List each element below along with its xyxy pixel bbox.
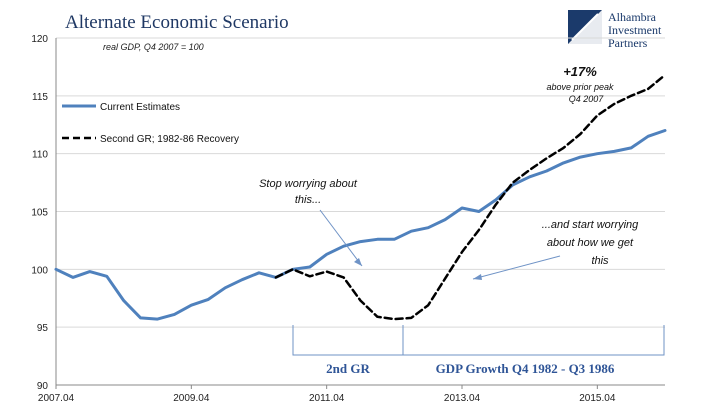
y-tick-label: 100 bbox=[31, 265, 48, 276]
logo-text-line1: Alhambra bbox=[608, 10, 657, 24]
y-tick-label: 110 bbox=[32, 150, 48, 161]
annotations: +17% above prior peak Q4 2007 Stop worry… bbox=[259, 64, 665, 376]
y-tick-label: 90 bbox=[37, 381, 49, 392]
legend: Current Estimates Second GR; 1982-86 Rec… bbox=[62, 102, 239, 145]
annotation-peak-line1: above prior peak bbox=[546, 82, 614, 92]
x-tick-label: 2015.04 bbox=[579, 393, 616, 404]
annotation-stop-line1: Stop worrying about bbox=[259, 178, 358, 190]
annotation-start-line1: ...and start worrying bbox=[542, 219, 639, 231]
logo-text-line2: Investment bbox=[608, 23, 662, 37]
x-tick-label: 2011.04 bbox=[309, 393, 345, 404]
y-tick-label: 95 bbox=[37, 323, 49, 334]
y-tick-label: 120 bbox=[31, 34, 48, 45]
x-tick-label: 2013.04 bbox=[444, 393, 481, 404]
annotation-start-line3: this bbox=[591, 255, 609, 267]
x-axis: 2007.04 2009.04 2011.04 2013.04 2015.04 bbox=[38, 384, 665, 404]
bracket-gdp-growth bbox=[402, 325, 665, 356]
annotation-peak-value: +17% bbox=[563, 64, 597, 79]
y-tick-label: 115 bbox=[32, 92, 48, 103]
annotation-stop-arrow bbox=[319, 209, 363, 267]
chart-title: Alternate Economic Scenario bbox=[65, 12, 289, 33]
bracket-2nd-gr-label: 2nd GR bbox=[326, 361, 370, 376]
logo-text-line3: Partners bbox=[608, 36, 648, 50]
alhambra-logo: Alhambra Investment Partners bbox=[568, 10, 662, 50]
y-axis: 90 95 100 105 110 115 120 bbox=[31, 34, 57, 392]
annotation-start-arrow bbox=[472, 255, 561, 280]
series-line-second-gr bbox=[274, 73, 667, 321]
chart-subtitle: real GDP, Q4 2007 = 100 bbox=[103, 42, 204, 52]
series-line-current-estimates bbox=[54, 129, 667, 321]
x-tick-label: 2009.04 bbox=[173, 393, 210, 404]
bracket-gdp-growth-label: GDP Growth Q4 1982 - Q3 1986 bbox=[436, 361, 615, 376]
x-tick-label: 2007.04 bbox=[38, 393, 75, 404]
y-tick-label: 105 bbox=[31, 208, 48, 219]
plot-area bbox=[54, 73, 667, 321]
legend-label-current: Current Estimates bbox=[100, 102, 180, 113]
annotation-peak-line2: Q4 2007 bbox=[569, 94, 605, 104]
bracket-2nd-gr bbox=[292, 325, 404, 356]
legend-label-second-gr: Second GR; 1982-86 Recovery bbox=[100, 134, 239, 145]
annotation-stop-line2: this... bbox=[295, 194, 321, 206]
annotation-start-line2: about how we get bbox=[547, 237, 634, 249]
